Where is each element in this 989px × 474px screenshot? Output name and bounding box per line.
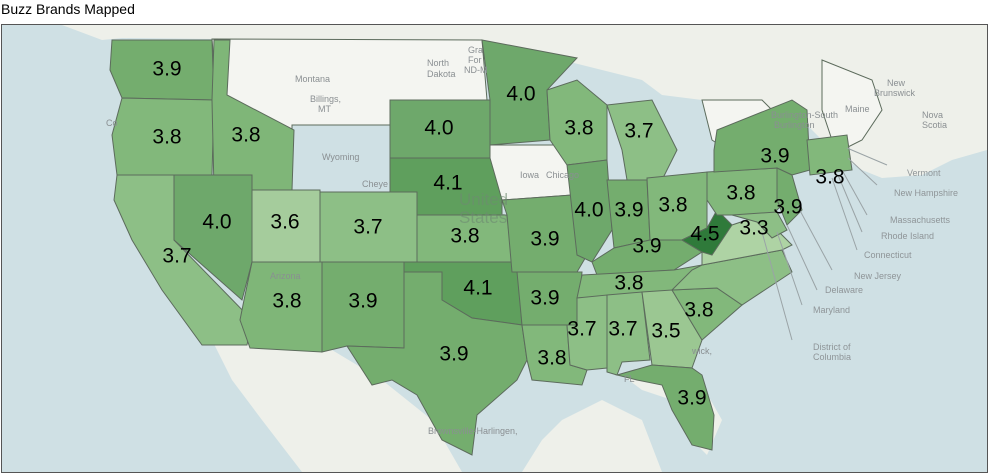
basemap-label-arizona: Arizona [270,271,301,281]
state-value-ne: 4.1 [433,172,462,195]
label-maryland: Maryland [813,305,850,315]
leader-dc [761,231,793,341]
label-dc-line2: Columbia [813,352,851,362]
leader-massachusetts [841,169,868,216]
basemap-label-brownsville: Brownsville-Harlingen, [428,426,518,436]
state-value-labels: 3.93.8 3.83.74.0 3.63.83.73.94.04.04.13.84… [152,58,844,410]
basemap-label-co: Co [106,118,118,128]
state-value-nm: 3.9 [348,290,377,313]
basemap-label-montana: Montana [295,74,330,84]
state-value-tn: 3.8 [614,272,643,295]
label-dc-line1: District of [813,342,851,352]
state-value-ms: 3.7 [567,318,596,341]
state-value-ky: 3.9 [632,235,661,258]
country-label-line1: United [459,190,508,209]
state-value-wi: 3.8 [564,117,593,140]
map-canvas[interactable]: United States Montana Billings, MT Wyomi… [1,24,988,473]
state-FL[interactable] [615,364,715,451]
mexico-land [212,340,662,472]
state-ME-NH-VT[interactable] [821,59,883,151]
basemap-label-grand: Gra [468,45,483,55]
state-value-in: 3.9 [614,199,643,222]
label-connecticut: Connecticut [864,250,912,260]
state-value-nj: 3.9 [773,196,802,219]
basemap-label-nova: Nova [922,110,943,120]
state-value-or: 3.8 [152,126,181,149]
state-value-va: 3.3 [739,217,768,240]
state-NV[interactable] [173,174,253,301]
state-value-mi: 3.7 [624,120,653,143]
state-value-nv: 4.0 [202,211,231,234]
state-IL[interactable] [566,159,613,263]
basemap-label-fl: FL [624,374,635,384]
state-value-tx: 3.9 [439,343,468,366]
label-new-hampshire: New Hampshire [894,188,958,198]
basemap-label-burlington: Burlington [774,120,815,130]
country-label-line2: States [459,208,507,227]
state-CT-MA-RI[interactable] [806,134,853,176]
label-massachusetts: Massachusetts [890,215,951,225]
state-value-sc: 3.8 [684,299,713,322]
basemap-label-north: North [427,58,449,68]
state-value-ca: 3.7 [162,245,191,268]
basemap-label-wick: wick, [691,346,712,356]
state-value-pa: 3.8 [726,182,755,205]
basemap-label-mt: MT [318,104,331,114]
state-value-al: 3.7 [608,318,637,341]
leader-new-jersey [796,204,833,271]
leader-connecticut [831,177,858,251]
basemap-label-wyoming: Wyoming [322,152,359,162]
basemap-label-dakota: Dakota [427,69,456,79]
state-value-fl: 3.9 [677,387,706,410]
state-value-ga: 3.5 [651,320,680,343]
state-value-ok: 4.1 [463,277,492,300]
state-MD[interactable] [731,211,788,239]
basemap-label-brunswick: Brunswick [874,88,916,98]
state-WV[interactable] [680,209,733,256]
state-value-mo: 3.9 [530,228,559,251]
state-GA[interactable] [641,289,703,369]
basemap-label-billings: Billings, [310,94,341,104]
basemap-label-burlington-south: Burlington-South [771,110,838,120]
basemap-label-ndm: ND-M [464,65,488,75]
leader-maryland [776,231,803,306]
state-value-oh: 3.8 [658,194,687,217]
basemap-label-scotia: Scotia [922,120,947,130]
state-value-il: 4.0 [574,199,603,222]
state-value-wv: 4.5 [690,223,719,246]
map-title: Buzz Brands Mapped [1,1,135,17]
state-value-mn: 4.0 [506,83,535,106]
state-value-az: 3.8 [272,290,301,313]
canada-land [62,25,987,178]
basemap-label-forks: For [468,55,482,65]
basemap-label-chicago: Chicago [546,170,579,180]
label-new-jersey: New Jersey [854,271,902,281]
state-value-ks: 3.8 [450,225,479,248]
state-value-ny: 3.9 [760,145,789,168]
state-NJ[interactable] [776,167,803,226]
leader-new-hampshire [847,157,878,186]
state-value-ar: 3.9 [530,287,559,310]
state-value-wa: 3.9 [152,58,181,81]
state-value-id: 3.8 [231,124,260,147]
state-value-sd: 4.0 [424,117,453,140]
basemap-label-maine: Maine [845,104,870,114]
label-delaware: Delaware [825,285,863,295]
state-value-ut: 3.6 [270,211,299,234]
state-NC[interactable] [670,249,793,306]
label-rhode-island: Rhode Island [881,231,934,241]
map-svg[interactable]: United States Montana Billings, MT Wyomi… [2,25,987,472]
state-value-co: 3.7 [353,216,382,239]
basemap-label-iowa: Iowa [520,170,539,180]
basemap-label-cheyenne: Cheye [362,179,388,189]
leader-vermont [846,147,888,166]
state-value-la: 3.8 [537,347,566,370]
state-value-ct: 3.8 [815,166,844,189]
leader-rhode-island [837,174,863,233]
leader-delaware [786,224,818,291]
state-TX[interactable] [346,271,528,456]
basemap-label-new: New [887,78,906,88]
state-ID[interactable] [211,39,295,191]
label-vermont: Vermont [907,168,941,178]
